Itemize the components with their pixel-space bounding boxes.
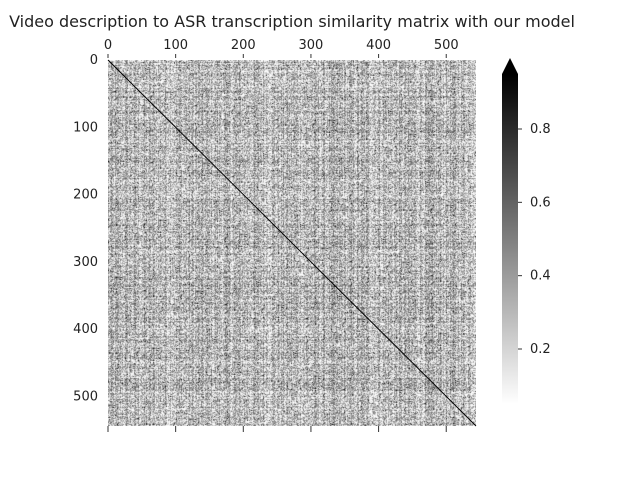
- x-tick-label: 500: [434, 38, 459, 53]
- colorbar-tick-label: 0.8: [530, 122, 551, 137]
- colorbar-tick-label: 0.6: [530, 195, 551, 210]
- colorbar-tick-label: 0.4: [530, 269, 551, 284]
- y-tick-label: 500: [73, 389, 98, 404]
- colorbar: 0.2 0.4 0.6 0.8: [502, 58, 551, 404]
- x-tick-label: 100: [163, 38, 188, 53]
- y-tick-label: 300: [73, 255, 98, 270]
- y-tick-label: 100: [73, 120, 98, 135]
- x-tick-label: 200: [231, 38, 256, 53]
- chart-title: Video description to ASR transcription s…: [9, 12, 575, 31]
- y-tick-label: 200: [73, 188, 98, 203]
- x-tick-label: 300: [299, 38, 324, 53]
- diagonal-line: [107, 59, 477, 427]
- diagonal-layer: [107, 59, 477, 427]
- colorbar-gradient: [502, 74, 518, 404]
- colorbar-tick-label: 0.2: [530, 342, 551, 357]
- x-tick-label: 0: [104, 38, 112, 53]
- colorbar-extend-arrow: [502, 58, 518, 74]
- y-tick-label: 400: [73, 322, 98, 337]
- x-tick-label: 400: [366, 38, 391, 53]
- y-tick-label: 0: [90, 53, 98, 68]
- axes: 0 100 200 300 400 500 0 100 200 300 400 500: [73, 38, 459, 432]
